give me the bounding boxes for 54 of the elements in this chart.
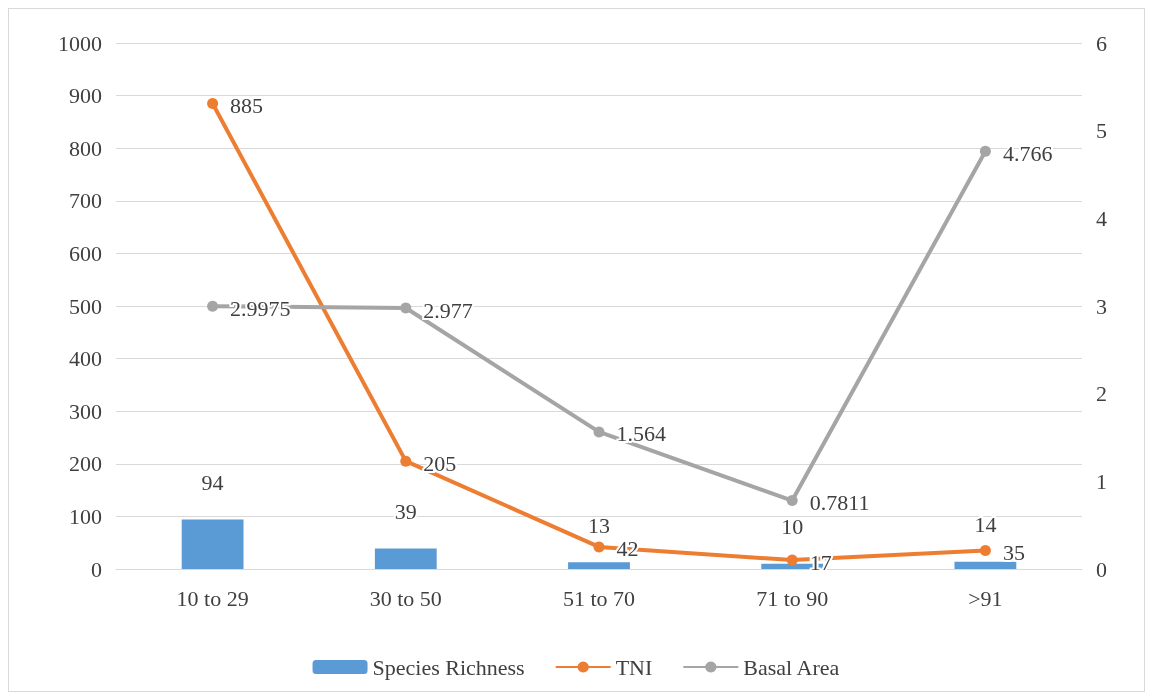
y2-tick-label: 0 (1096, 556, 1107, 582)
bar (568, 562, 630, 569)
y-tick-label: 300 (69, 398, 102, 424)
y2-tick-label: 3 (1096, 293, 1107, 319)
data-label: 17 (809, 549, 832, 575)
point (979, 145, 991, 157)
y2-tick-label: 6 (1096, 30, 1107, 56)
y-tick-label: 400 (69, 346, 102, 372)
y-tick-label: 900 (69, 83, 102, 109)
data-label: 205 (423, 450, 457, 476)
y2-tick-label: 4 (1096, 205, 1107, 231)
point (207, 97, 219, 109)
data-label: 0.7811 (809, 490, 870, 516)
point (786, 495, 798, 507)
y2-tick-label: 5 (1096, 118, 1107, 144)
x-tick-label: >91 (968, 585, 1003, 611)
point (400, 455, 412, 467)
point (786, 554, 798, 566)
data-label: 885 (230, 92, 264, 118)
x-tick-label: 30 to 50 (369, 585, 442, 611)
data-label: 1.564 (616, 421, 666, 447)
bar (181, 519, 244, 569)
data-label: 2.9975 (230, 295, 291, 321)
legend-label: Species Richness (372, 654, 525, 680)
legend-label: TNI (615, 654, 653, 680)
y-tick-label: 0 (91, 556, 102, 582)
point (400, 302, 412, 314)
x-tick-label: 71 to 90 (756, 585, 829, 611)
point (979, 545, 991, 557)
y-tick-label: 600 (69, 240, 102, 266)
y-tick-label: 500 (69, 293, 102, 319)
data-label: 35 (1002, 540, 1025, 566)
data-label: 13 (588, 512, 610, 538)
x-tick-label: 51 to 70 (562, 585, 636, 611)
data-label: 39 (394, 498, 417, 524)
point (207, 300, 219, 312)
point (593, 426, 605, 438)
data-label: 10 (781, 514, 804, 540)
bar (954, 561, 1017, 569)
x-tick-label: 10 to 29 (176, 585, 249, 611)
bar (374, 548, 437, 569)
y2-tick-label: 1 (1096, 468, 1107, 494)
y-tick-label: 700 (69, 188, 102, 214)
y-tick-label: 800 (69, 135, 102, 161)
legend-label: Basal Area (743, 654, 840, 680)
data-label: 4.766 (1002, 140, 1053, 166)
y2-tick-label: 2 (1096, 381, 1107, 407)
y-tick-label: 100 (69, 503, 102, 529)
y-tick-label: 1000 (58, 30, 102, 56)
data-label: 14 (974, 512, 997, 538)
data-label: 94 (201, 470, 224, 496)
y-tick-label: 200 (69, 451, 102, 477)
data-label: 2.977 (423, 297, 473, 323)
point (593, 541, 605, 553)
